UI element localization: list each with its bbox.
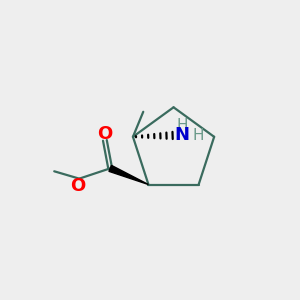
Text: O: O <box>70 177 85 195</box>
Text: H: H <box>176 118 188 133</box>
Text: H: H <box>193 128 204 143</box>
Text: N: N <box>175 126 190 144</box>
Polygon shape <box>109 165 148 184</box>
Text: O: O <box>97 125 112 143</box>
